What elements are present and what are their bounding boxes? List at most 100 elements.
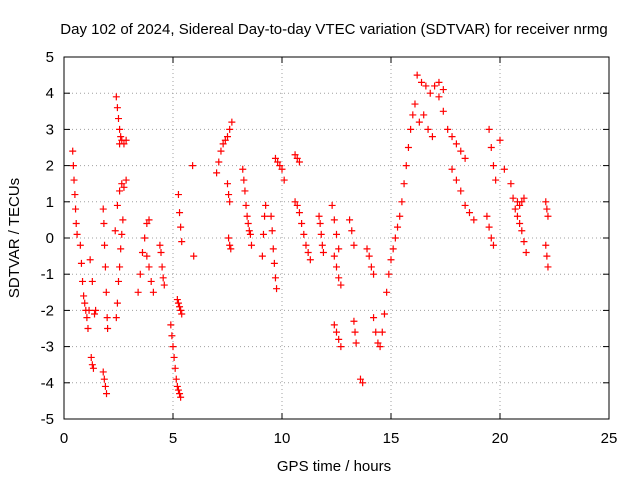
data-point — [372, 328, 380, 336]
data-point — [439, 107, 447, 115]
data-point — [116, 263, 124, 271]
data-point — [111, 227, 119, 235]
data-point — [516, 220, 524, 228]
data-point — [136, 270, 144, 278]
data-point — [367, 263, 375, 271]
data-point — [177, 393, 185, 401]
data-point — [69, 162, 77, 170]
data-points — [69, 71, 552, 401]
data-point — [113, 104, 121, 112]
data-point — [428, 133, 436, 141]
data-point — [465, 209, 473, 217]
data-point — [470, 216, 478, 224]
data-point — [413, 71, 421, 79]
x-tick-label: 0 — [60, 430, 68, 447]
data-point — [141, 234, 149, 242]
data-point — [219, 140, 227, 148]
data-point — [356, 375, 364, 383]
data-point — [115, 277, 122, 285]
data-point — [113, 299, 121, 307]
data-point — [112, 314, 120, 322]
data-point — [258, 252, 266, 260]
data-point — [269, 245, 277, 253]
data-point — [134, 288, 142, 296]
data-point — [72, 205, 80, 213]
x-tick-label: 20 — [492, 430, 509, 447]
data-point — [226, 125, 234, 133]
data-point — [335, 245, 343, 253]
data-point — [518, 227, 526, 235]
data-point — [461, 154, 469, 162]
y-tick-label: 0 — [46, 230, 54, 247]
y-tick-label: -3 — [41, 339, 54, 356]
data-point — [101, 263, 109, 271]
data-point — [402, 162, 410, 170]
x-tick-label: 25 — [601, 430, 618, 447]
data-point — [268, 227, 276, 235]
data-point — [293, 154, 301, 162]
data-point — [333, 263, 340, 271]
data-point — [302, 241, 310, 249]
data-point — [370, 314, 378, 322]
data-point — [89, 364, 97, 372]
y-tick-label: 3 — [46, 121, 54, 138]
data-point — [457, 187, 465, 195]
data-point — [317, 230, 325, 238]
data-point — [267, 212, 275, 220]
data-point — [407, 125, 415, 133]
data-point — [435, 78, 443, 86]
data-point — [224, 133, 231, 141]
data-point — [259, 230, 267, 238]
data-point — [394, 223, 402, 231]
data-point — [213, 169, 221, 177]
data-point — [174, 191, 182, 199]
data-point — [225, 191, 233, 199]
data-point — [319, 248, 327, 256]
data-point — [224, 180, 231, 188]
data-point — [103, 314, 111, 322]
data-point — [160, 281, 168, 289]
data-point — [118, 180, 126, 188]
data-point — [330, 321, 338, 329]
data-point — [227, 245, 235, 253]
data-point — [544, 263, 552, 271]
data-point — [120, 183, 128, 191]
data-point — [156, 241, 164, 249]
data-point — [100, 220, 108, 228]
data-point — [544, 212, 552, 220]
data-point — [167, 321, 175, 329]
data-point — [426, 89, 434, 97]
data-point — [246, 230, 254, 238]
data-point — [298, 220, 306, 228]
data-point — [424, 125, 432, 133]
data-point — [350, 241, 358, 249]
data-point — [543, 252, 551, 260]
data-point — [80, 292, 88, 300]
data-point — [489, 162, 497, 170]
data-point — [278, 165, 286, 173]
data-point — [92, 306, 100, 314]
data-point — [304, 248, 312, 256]
data-point — [500, 165, 508, 173]
data-point — [100, 375, 108, 383]
data-point — [190, 252, 198, 260]
data-point — [228, 118, 236, 126]
data-point — [177, 223, 185, 231]
data-point — [520, 194, 528, 202]
data-point — [174, 299, 182, 307]
data-point — [370, 270, 378, 278]
data-point — [103, 390, 111, 398]
data-point — [76, 241, 84, 249]
data-point — [177, 306, 185, 314]
data-point — [318, 241, 326, 249]
data-point — [389, 245, 397, 253]
data-point — [418, 78, 426, 86]
data-point — [543, 205, 551, 213]
data-point — [113, 201, 121, 209]
data-point — [149, 288, 157, 296]
data-point — [145, 263, 153, 271]
y-tick-label: 2 — [46, 158, 54, 175]
data-point — [88, 361, 96, 369]
data-point — [176, 390, 184, 398]
data-point — [359, 379, 367, 387]
